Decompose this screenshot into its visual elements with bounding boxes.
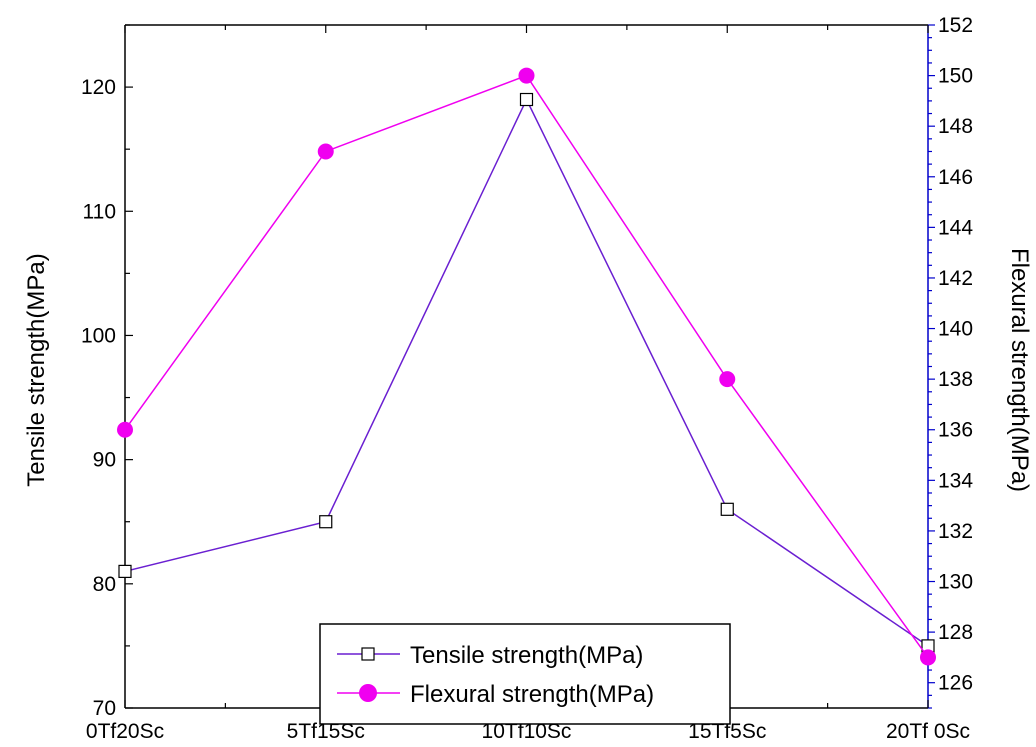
y2-tick-label: 126 (938, 672, 973, 695)
y-tick-label: 120 (81, 76, 116, 99)
y2-tick-label: 148 (938, 115, 973, 138)
series-line-0 (124, 97, 929, 647)
flexural-point (317, 143, 334, 160)
series-layer (117, 67, 936, 666)
y2-tick-label: 138 (938, 368, 973, 391)
y-tick-label: 110 (83, 200, 116, 223)
y2-tick-label: 140 (938, 318, 973, 341)
legend-box (319, 623, 731, 725)
axes: 70 80 90 100 110 120 126 128 130 132 134 136 138 140 1… (81, 14, 973, 743)
legend-marker-flexural (359, 684, 377, 702)
tensile-point (319, 515, 333, 529)
legend-label-tensile: Tensile strength(MPa) (410, 642, 643, 669)
y2-tick-label: 142 (938, 267, 973, 290)
y-tick-label: 90 (93, 449, 116, 472)
flexural-point (719, 371, 736, 388)
x-tick-label: 15Tf5Sc (688, 720, 766, 743)
flexural-point (117, 421, 133, 438)
flexural-point (920, 649, 936, 666)
y-axis-title: Tensile strength(MPa) (23, 253, 50, 486)
y2-tick-label: 136 (938, 419, 973, 442)
x-tick-label: 5Tf15Sc (287, 720, 365, 743)
y2-tick-label: 134 (938, 469, 973, 492)
y2-tick-label: 128 (938, 621, 973, 644)
y-tick-label: 100 (81, 324, 116, 347)
y2-tick-label: 152 (938, 14, 973, 37)
legend-marker-tensile (361, 647, 375, 661)
y2-tick-label: 130 (938, 571, 973, 594)
series-line-1 (124, 74, 929, 658)
flexural-point (518, 67, 535, 84)
y2-tick-label: 132 (938, 520, 973, 543)
y2-tick-label: 150 (938, 65, 973, 88)
y2-tick-label: 144 (938, 216, 973, 239)
y-tick-label: 70 (93, 697, 116, 720)
legend-label-flexural: Flexural strength(MPa) (410, 681, 654, 708)
y-tick-label: 80 (93, 573, 116, 596)
x-tick-label: 20Tf 0Sc (886, 720, 970, 743)
tensile-point (118, 564, 132, 579)
tensile-point (720, 502, 734, 516)
y2-tick-label: 146 (938, 166, 973, 189)
legend: Tensile strength(MPa) Flexural strength(… (319, 623, 731, 725)
tensile-point (519, 92, 534, 107)
x-tick-label: 0Tf20Sc (86, 720, 164, 743)
x-tick-label: 10Tf10Sc (482, 720, 572, 743)
y2-axis-title: Flexural strength(MPa) (1006, 248, 1033, 492)
